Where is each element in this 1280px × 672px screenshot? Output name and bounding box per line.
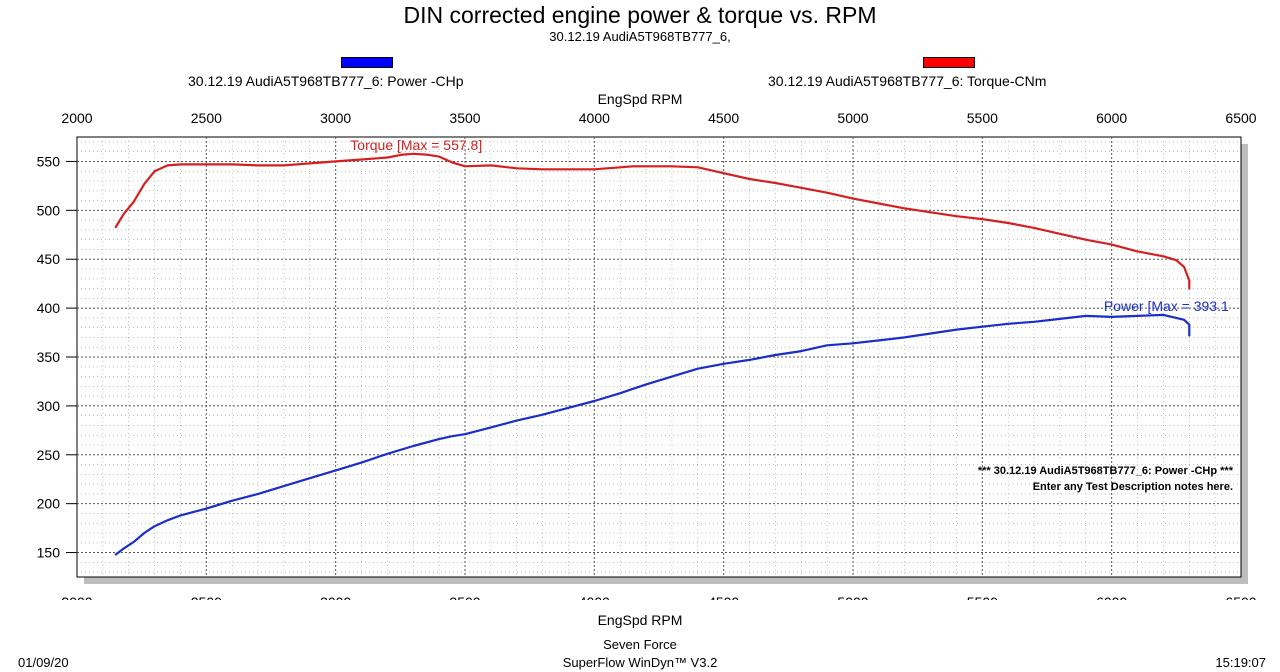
grid	[77, 137, 1241, 577]
x-tick-label-bottom: 3000	[320, 594, 351, 600]
x-tick-label-top: 4500	[708, 110, 739, 126]
torque-max-label: Torque [Max = 557.8]	[350, 137, 482, 153]
series-group	[114, 152, 1191, 556]
annotation-group: Torque [Max = 557.8] Power [Max = 393.1	[350, 137, 1229, 314]
x-tick-label-bottom: 5000	[837, 594, 868, 600]
y-tick-label: 550	[37, 153, 61, 169]
x-tick-label-bottom: 2000	[61, 594, 92, 600]
footer-company: Seven Force	[603, 637, 677, 652]
footer-time: 15:19:07	[1215, 655, 1266, 670]
chart-title: DIN corrected engine power & torque vs. …	[403, 2, 877, 28]
y-tick-label: 250	[37, 447, 61, 463]
x-axis-title-bottom: EngSpd RPM	[597, 612, 683, 628]
x-tick-label-top: 5000	[837, 110, 868, 126]
x-tick-label-top: 2500	[191, 110, 222, 126]
y-tick-label: 150	[37, 545, 61, 561]
legend-power-swatch	[341, 57, 393, 68]
x-axis-title-top: EngSpd RPM	[597, 91, 683, 107]
x-tick-label-bottom: 4500	[708, 594, 739, 600]
x-tick-label-bottom: 6500	[1225, 594, 1256, 600]
x-tick-label-top: 3500	[449, 110, 480, 126]
chart-subtitle: 30.12.19 AudiA5T968TB777_6,	[549, 29, 731, 44]
footer-date: 01/09/20	[18, 655, 69, 670]
x-tick-label-top: 5500	[967, 110, 998, 126]
y-tick-label: 450	[37, 251, 61, 267]
x-tick-label-bottom: 6000	[1096, 594, 1127, 600]
x-tick-label-top: 2000	[61, 110, 92, 126]
power-max-label: Power [Max = 393.1	[1104, 298, 1229, 314]
legend-power-label: 30.12.19 AudiA5T968TB777_6: Power -CHp	[188, 73, 464, 89]
axis-ticks: 2000 2000 2500 2500 3000 3000 3500 3500 4000 4000…	[37, 110, 1257, 600]
x-tick-label-bottom: 5500	[967, 594, 998, 600]
torque-line	[114, 152, 1191, 290]
y-tick-label: 500	[37, 202, 61, 218]
x-tick-label-top: 3000	[320, 110, 351, 126]
x-tick-label-bottom: 3500	[449, 594, 480, 600]
legend-torque-label: 30.12.19 AudiA5T968TB777_6: Torque-CNm	[768, 73, 1047, 89]
x-tick-label-bottom: 2500	[191, 594, 222, 600]
legend-torque-swatch	[923, 57, 975, 68]
footer-software: SuperFlow WinDyn™ V3.2	[562, 655, 718, 670]
x-tick-label-bottom: 4000	[579, 594, 610, 600]
power-line	[114, 313, 1191, 556]
x-tick-label-top: 4000	[579, 110, 610, 126]
y-tick-label: 300	[37, 398, 61, 414]
x-tick-label-top: 6000	[1096, 110, 1127, 126]
engine-chart: 2000 2000 2500 2500 3000 3000 3500 3500 4000 4000…	[37, 110, 1257, 600]
y-tick-label: 200	[37, 496, 61, 512]
note-line-2: Enter any Test Description notes here.	[1033, 481, 1233, 493]
y-tick-label: 350	[37, 349, 61, 365]
note-line-1: *** 30.12.19 AudiA5T968TB777_6: Power -C…	[978, 465, 1234, 477]
x-tick-label-top: 6500	[1225, 110, 1256, 126]
y-tick-label: 400	[37, 300, 61, 316]
